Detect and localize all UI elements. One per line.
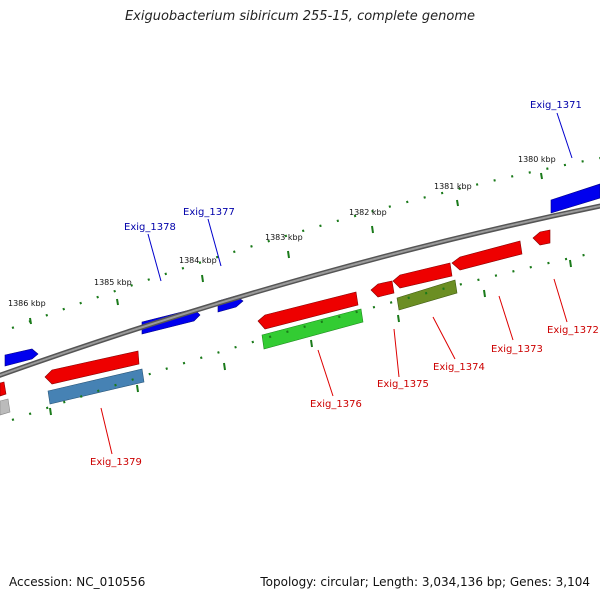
ruler-tick <box>287 250 290 259</box>
tick-label: 1384 kbp <box>179 256 217 265</box>
gene-exig-1375[interactable] <box>370 280 395 298</box>
gene-exig-1376[interactable] <box>257 291 359 330</box>
ruler-tick <box>201 274 204 283</box>
inner-ruler <box>11 250 599 422</box>
ruler-tick <box>483 289 486 298</box>
leader-exig-1372 <box>553 278 568 323</box>
ruler-tick <box>136 384 139 393</box>
gene-label-exig-1374[interactable]: Exig_1374 <box>433 362 485 373</box>
leader-lines <box>100 112 573 455</box>
tick-label: 1382 kbp <box>349 208 387 217</box>
gene-labels: Exig_1371 Exig_1377 Exig_1378 Exig_1372 … <box>90 100 599 468</box>
ruler-tick <box>371 225 374 234</box>
gene-label-exig-1378[interactable]: Exig_1378 <box>124 222 176 233</box>
gene-label-exig-1377[interactable]: Exig_1377 <box>183 207 235 218</box>
ruler-tick <box>49 407 52 416</box>
gene-label-exig-1373[interactable]: Exig_1373 <box>491 344 543 355</box>
ruler-tick <box>456 199 459 207</box>
gene-label-exig-1376[interactable]: Exig_1376 <box>310 399 362 410</box>
ruler-tick <box>397 314 400 323</box>
ruler-tick <box>29 317 32 325</box>
accession-text: Accession: NC_010556 <box>9 575 146 589</box>
backbone-line <box>0 205 600 377</box>
leader-exig-1379 <box>100 407 113 455</box>
gene-exig-1371[interactable] <box>550 183 600 214</box>
gene-unlabeled-edge[interactable] <box>0 381 7 397</box>
gene-label-exig-1371[interactable]: Exig_1371 <box>530 100 582 111</box>
outer-ruler <box>11 156 600 330</box>
cds-unlabeled-edge[interactable] <box>0 398 11 416</box>
gene-exig-1379[interactable] <box>44 350 140 385</box>
cds-exig-1379[interactable] <box>47 368 145 405</box>
map-title: Exiguobacterium sibiricum 255-15, comple… <box>124 9 476 24</box>
ruler-tick <box>116 298 119 306</box>
gene-exig-1372[interactable] <box>532 229 551 246</box>
backbone <box>0 203 600 378</box>
tick-label: 1383 kbp <box>265 233 303 242</box>
ruler-tick <box>310 339 313 348</box>
gene-label-exig-1372[interactable]: Exig_1372 <box>547 325 599 336</box>
tick-labels: 1380 kbp 1381 kbp 1382 kbp 1383 kbp 1384… <box>8 155 556 308</box>
leader-exig-1374 <box>432 316 456 360</box>
ruler-tick <box>540 172 543 180</box>
ruler-tick <box>569 259 572 268</box>
leader-exig-1375 <box>393 328 400 378</box>
ruler-tick <box>223 362 226 371</box>
gene-label-exig-1379[interactable]: Exig_1379 <box>90 457 142 468</box>
tick-label: 1385 kbp <box>94 278 132 287</box>
leader-exig-1377 <box>207 218 222 267</box>
cds-features <box>0 279 458 416</box>
gene-exig-1373[interactable] <box>451 240 523 271</box>
leader-exig-1378 <box>147 233 162 282</box>
leader-exig-1376 <box>317 349 334 397</box>
gene-unlabeled-left[interactable] <box>4 348 39 367</box>
genome-summary-text: Topology: circular; Length: 3,034,136 bp… <box>260 575 590 589</box>
cds-exig-1376[interactable] <box>261 308 364 350</box>
cds-exig-1374[interactable] <box>396 279 458 311</box>
gene-exig-1374[interactable] <box>392 262 453 289</box>
reverse-genes <box>0 229 551 397</box>
leader-exig-1371 <box>556 112 573 159</box>
tick-label: 1380 kbp <box>518 155 556 164</box>
leader-exig-1373 <box>498 295 514 341</box>
tick-label: 1386 kbp <box>8 299 46 308</box>
gene-label-exig-1375[interactable]: Exig_1375 <box>377 379 429 390</box>
tick-label: 1381 kbp <box>434 182 472 191</box>
